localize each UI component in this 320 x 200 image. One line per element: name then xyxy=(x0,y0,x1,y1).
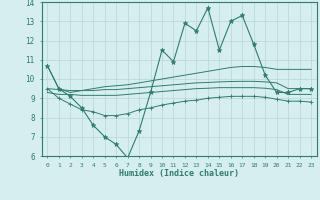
X-axis label: Humidex (Indice chaleur): Humidex (Indice chaleur) xyxy=(119,169,239,178)
